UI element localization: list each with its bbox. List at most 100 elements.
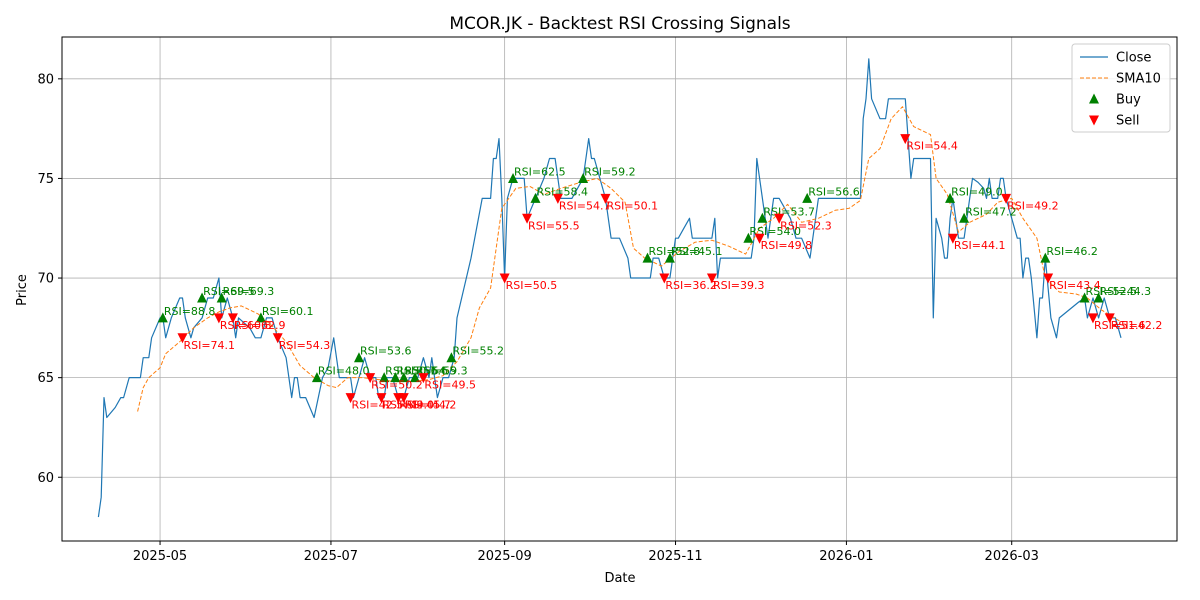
- buy-marker: [664, 252, 675, 263]
- y-tick-label: 75: [37, 172, 54, 187]
- legend-buy-swatch: [1089, 93, 1099, 104]
- sell-marker: [947, 233, 958, 244]
- sell-marker: [659, 273, 670, 284]
- buy-label: RSI=47.2: [965, 205, 1017, 218]
- legend: Close SMA10 Buy Sell: [1071, 43, 1171, 133]
- x-axis-label: Date: [604, 571, 635, 586]
- buy-label: RSI=56.6: [808, 185, 860, 198]
- sell-marker: [213, 313, 224, 324]
- buy-marker: [1040, 252, 1051, 263]
- sell-label: RSI=42.5: [352, 399, 404, 412]
- buy-label: RSI=69.3: [223, 285, 275, 298]
- plot-frame: [61, 36, 1178, 542]
- buy-label: RSI=60.1: [262, 305, 314, 318]
- buy-label: RSI=54.5: [405, 365, 457, 378]
- buy-marker: [530, 192, 541, 203]
- sell-marker: [365, 373, 376, 384]
- buy-marker: [197, 292, 208, 303]
- sell-label: RSI=54.7: [559, 199, 611, 212]
- sell-marker: [706, 273, 717, 284]
- buy-marker: [390, 372, 401, 383]
- buy-marker: [255, 312, 266, 323]
- buy-marker: [216, 292, 227, 303]
- sell-label: RSI=49.2: [1007, 199, 1059, 212]
- sell-label: RSI=44.1: [954, 239, 1006, 252]
- x-tick-label: 2025-09: [477, 549, 531, 564]
- sell-label: RSI=49.8: [761, 239, 813, 252]
- series-line-close: [97, 58, 1122, 518]
- sell-label: RSI=39.3: [713, 279, 765, 292]
- buy-label: RSI=59.2: [584, 165, 636, 178]
- x-axis: 2025-05 2025-07 2025-09 2025-11 2026-01 2026-…: [133, 541, 1039, 564]
- sell-marker: [418, 373, 429, 384]
- buy-marker: [743, 232, 754, 243]
- sell-marker: [754, 233, 765, 244]
- buy-marker: [353, 352, 364, 363]
- buy-label: RSI=88.8: [164, 305, 216, 318]
- sell-marker: [227, 313, 238, 324]
- sell-label: RSI=62.9: [234, 319, 286, 332]
- sell-marker: [552, 193, 563, 204]
- grid: [62, 37, 1177, 541]
- buy-label: RSI=45.1: [671, 245, 723, 258]
- sell-label: RSI=36.2: [665, 279, 717, 292]
- series-layer: [97, 58, 1122, 518]
- legend-entry-label: SMA10: [1116, 72, 1161, 87]
- sell-marker: [1087, 313, 1098, 324]
- sell-marker: [600, 193, 611, 204]
- sell-marker: [522, 213, 533, 224]
- sell-label: RSI=54.4: [906, 140, 958, 153]
- legend-entry-label: Buy: [1116, 93, 1141, 108]
- legend-sell-swatch: [1089, 115, 1099, 126]
- buy-label: RSI=56.6: [396, 365, 448, 378]
- buy-label: RSI=58.4: [536, 185, 588, 198]
- sell-label: RSI=49.0: [382, 399, 434, 412]
- buy-label: RSI=52.8: [649, 245, 701, 258]
- sell-label: RSI=54.3: [279, 339, 331, 352]
- sell-label: RSI=50.1: [606, 199, 658, 212]
- sell-label: RSI=45.7: [399, 399, 451, 412]
- buy-marker: [1079, 292, 1090, 303]
- legend-entry-label: Sell: [1116, 114, 1139, 129]
- buy-label: RSI=49.0: [951, 185, 1003, 198]
- buy-label: RSI=69.5: [203, 285, 255, 298]
- buy-marker: [311, 372, 322, 383]
- sell-marker: [177, 333, 188, 344]
- sell-label: RSI=44.2: [405, 399, 457, 412]
- sell-label: RSI=55.5: [528, 219, 580, 232]
- sell-label: RSI=43.4: [1049, 279, 1101, 292]
- sell-marker: [376, 393, 387, 404]
- legend-entry-label: Close: [1116, 51, 1151, 66]
- buy-marker: [446, 352, 457, 363]
- sell-label: RSI=49.5: [424, 379, 476, 392]
- y-tick-label: 65: [37, 371, 54, 386]
- y-tick-label: 60: [37, 471, 54, 486]
- buy-marker: [1093, 292, 1104, 303]
- buy-label: RSI=53.6: [360, 345, 412, 358]
- sell-label: RSI=52.3: [780, 219, 832, 232]
- buy-marker: [508, 172, 519, 183]
- buy-marker: [398, 372, 409, 383]
- buy-label: RSI=44.3: [1100, 285, 1152, 298]
- buy-label: RSI=59.3: [416, 365, 468, 378]
- sell-label: RSI=42.2: [1111, 319, 1163, 332]
- buy-marker: [802, 192, 813, 203]
- sell-marker: [398, 393, 409, 404]
- x-tick-label: 2025-07: [304, 549, 358, 564]
- y-axis: 60 65 70 75 80: [37, 72, 62, 486]
- y-tick-label: 70: [37, 272, 54, 287]
- buy-marker: [578, 172, 589, 183]
- sell-label: RSI=51.6: [1094, 319, 1146, 332]
- x-tick-label: 2026-03: [985, 549, 1039, 564]
- buy-marker: [945, 192, 956, 203]
- x-tick-label: 2026-01: [819, 549, 873, 564]
- buy-marker: [757, 212, 768, 223]
- buy-marker: [959, 212, 970, 223]
- sell-marker: [1043, 273, 1054, 284]
- buy-label: RSI=46.2: [1046, 245, 1098, 258]
- sell-label: RSI=50.2: [371, 379, 423, 392]
- buy-marker: [409, 372, 420, 383]
- sell-marker: [900, 134, 911, 145]
